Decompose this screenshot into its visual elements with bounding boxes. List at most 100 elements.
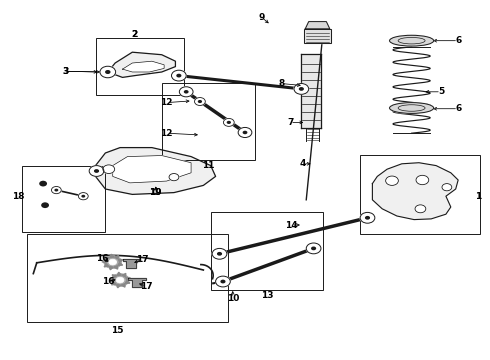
Text: 1: 1	[475, 192, 481, 201]
Circle shape	[104, 256, 122, 269]
Circle shape	[111, 274, 129, 287]
Circle shape	[184, 90, 189, 94]
Text: 4: 4	[299, 159, 306, 168]
Polygon shape	[112, 275, 117, 278]
Polygon shape	[372, 163, 458, 220]
Text: 19: 19	[149, 188, 162, 197]
Text: 17: 17	[140, 282, 152, 291]
Polygon shape	[121, 284, 125, 287]
Bar	[96, 38, 184, 95]
Circle shape	[365, 216, 370, 220]
Text: 6: 6	[455, 104, 461, 113]
Circle shape	[306, 243, 321, 254]
Polygon shape	[125, 280, 130, 283]
Circle shape	[442, 184, 452, 191]
Polygon shape	[122, 274, 126, 277]
Polygon shape	[115, 256, 119, 259]
Polygon shape	[108, 52, 175, 77]
Bar	[360, 155, 480, 234]
Text: 12: 12	[160, 129, 173, 138]
Text: 3: 3	[62, 67, 68, 76]
Text: 18: 18	[12, 192, 25, 201]
Circle shape	[223, 118, 234, 126]
Text: 10: 10	[226, 294, 239, 302]
Bar	[304, 29, 331, 43]
Bar	[301, 54, 321, 128]
Bar	[22, 166, 105, 232]
Circle shape	[294, 84, 309, 94]
Polygon shape	[128, 278, 146, 287]
Circle shape	[416, 175, 429, 185]
Polygon shape	[122, 61, 164, 72]
Circle shape	[172, 70, 186, 81]
Circle shape	[212, 248, 227, 259]
Text: 16: 16	[96, 254, 108, 263]
Text: 16: 16	[101, 277, 114, 286]
Circle shape	[195, 98, 205, 105]
Circle shape	[311, 247, 316, 250]
Polygon shape	[96, 148, 216, 194]
Polygon shape	[117, 272, 121, 275]
Circle shape	[36, 199, 54, 212]
Polygon shape	[109, 278, 114, 281]
Text: 9: 9	[258, 13, 265, 22]
Text: 12: 12	[160, 98, 173, 107]
Circle shape	[179, 87, 193, 97]
Text: 2: 2	[132, 30, 138, 39]
Text: 19: 19	[149, 188, 162, 197]
Bar	[162, 83, 255, 160]
Circle shape	[41, 202, 49, 208]
Text: 13: 13	[261, 292, 273, 300]
Circle shape	[386, 176, 398, 185]
Text: 2: 2	[132, 30, 138, 39]
Polygon shape	[102, 260, 106, 263]
Ellipse shape	[390, 103, 434, 113]
Circle shape	[100, 66, 116, 78]
Polygon shape	[111, 282, 116, 285]
Polygon shape	[104, 264, 109, 267]
Circle shape	[360, 212, 375, 223]
Polygon shape	[118, 262, 122, 265]
Circle shape	[105, 70, 111, 74]
Circle shape	[415, 205, 426, 213]
Text: 7: 7	[287, 118, 294, 127]
Circle shape	[217, 252, 222, 256]
Bar	[211, 212, 323, 290]
Circle shape	[220, 280, 225, 283]
Text: 14: 14	[285, 220, 297, 230]
Circle shape	[116, 277, 124, 283]
Text: 6: 6	[455, 36, 461, 45]
Text: 8: 8	[278, 79, 284, 88]
Text: 11: 11	[202, 161, 215, 170]
Circle shape	[103, 165, 115, 174]
Circle shape	[227, 121, 231, 124]
Circle shape	[94, 169, 99, 173]
Bar	[27, 234, 228, 322]
Text: 5: 5	[438, 87, 444, 96]
Text: 17: 17	[136, 256, 148, 264]
Circle shape	[238, 127, 252, 138]
Circle shape	[39, 181, 47, 186]
Text: 15: 15	[111, 326, 124, 335]
Polygon shape	[113, 156, 191, 183]
Circle shape	[216, 276, 230, 287]
Bar	[304, 29, 331, 43]
Polygon shape	[122, 259, 140, 268]
Circle shape	[243, 131, 247, 134]
Circle shape	[169, 174, 179, 181]
Ellipse shape	[390, 35, 434, 46]
Circle shape	[54, 189, 58, 192]
Polygon shape	[126, 277, 130, 280]
Circle shape	[198, 100, 202, 103]
Circle shape	[109, 259, 117, 265]
Polygon shape	[117, 284, 121, 288]
Circle shape	[78, 193, 88, 200]
Circle shape	[89, 166, 104, 176]
Text: 3: 3	[62, 67, 68, 76]
Circle shape	[299, 87, 304, 91]
Polygon shape	[114, 266, 118, 269]
Circle shape	[34, 177, 52, 190]
Circle shape	[176, 74, 181, 77]
Polygon shape	[119, 259, 123, 262]
Polygon shape	[105, 257, 109, 260]
